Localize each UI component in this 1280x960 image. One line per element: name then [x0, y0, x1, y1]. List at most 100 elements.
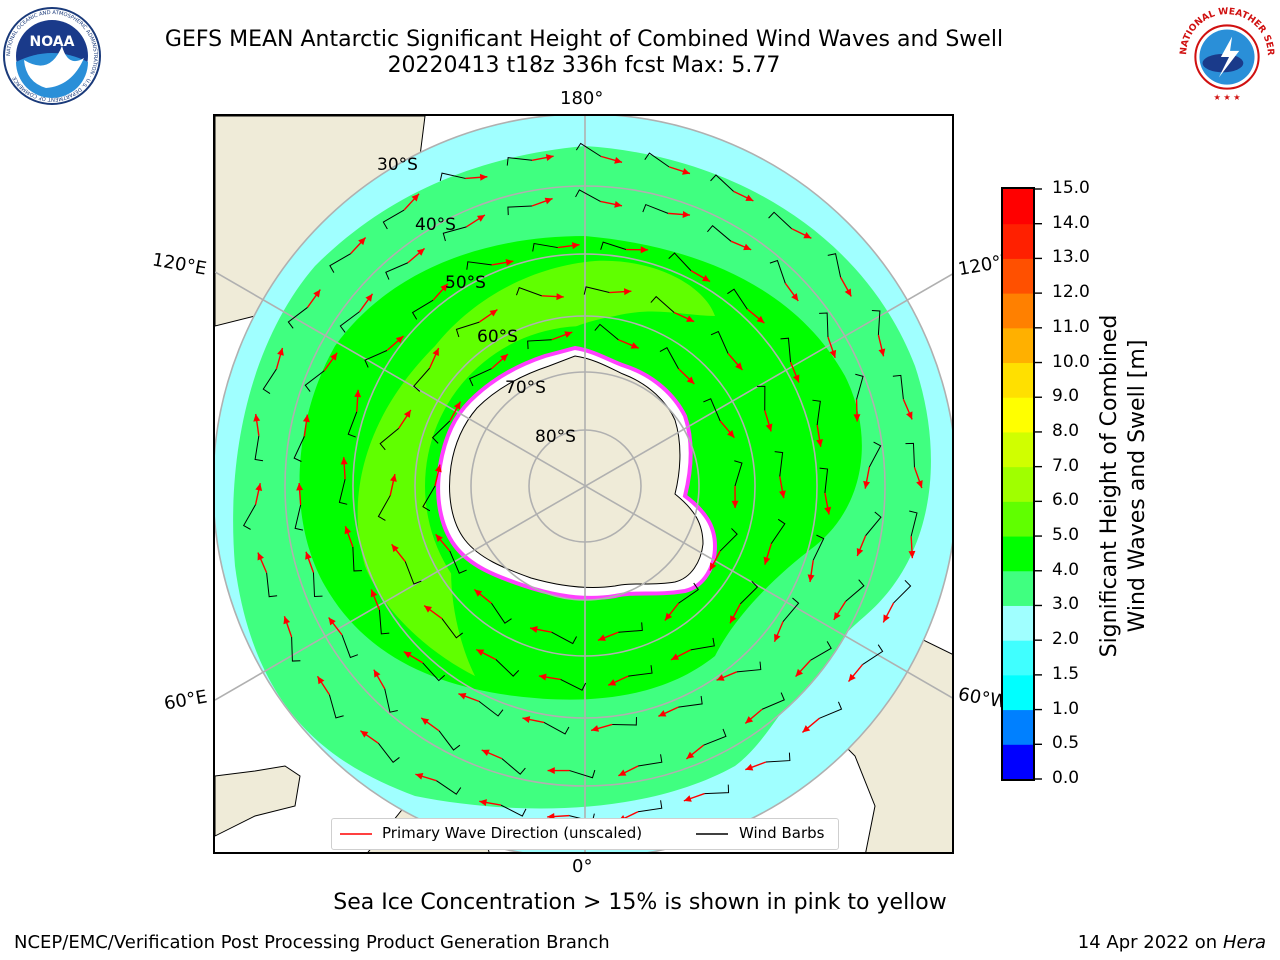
wind-barb: [769, 259, 786, 284]
colorbar-tick-label: 13.0: [1052, 247, 1090, 268]
wind-barb: [382, 209, 405, 230]
wind-barb: [364, 350, 388, 368]
wind-barb: [819, 467, 829, 493]
nws-logo: NATIONAL WEATHER SERVICE ★ ★ ★: [1176, 4, 1276, 103]
colorbar-block: [1003, 327, 1033, 364]
colorbar-tick-label: 15.0: [1052, 178, 1090, 198]
wind-barb: [862, 644, 884, 665]
wave-arrow-head: [729, 615, 737, 624]
wave-direction-legend-icon: [340, 833, 372, 835]
colorbar-label-line2: Wind Waves and Swell [m]: [1125, 340, 1150, 633]
wind-barb: [341, 634, 359, 659]
wave-arrow-head: [435, 534, 443, 543]
wind-barb: [543, 722, 570, 735]
wave-arrow-head: [403, 409, 411, 418]
wave-arrow-head: [658, 710, 667, 717]
wind-barb: [328, 694, 344, 719]
colorbar-block: [1003, 466, 1033, 502]
wind-barb: [768, 211, 792, 230]
wave-arrow-head: [479, 799, 487, 807]
colorbar-tick-label: 14.0: [1052, 212, 1090, 233]
wave-arrow-head: [358, 237, 366, 246]
colorbar-block: [1003, 744, 1033, 780]
colorbar-block: [1003, 709, 1033, 745]
wave-arrow-head: [824, 506, 832, 515]
wind-barb: [385, 262, 409, 280]
wave-arrow-head: [302, 414, 310, 423]
wind-barb: [287, 307, 308, 329]
wind-barb: [612, 717, 637, 726]
wind-barb: [532, 242, 558, 252]
colorbar-block: [1003, 189, 1033, 225]
chart-title: GEFS MEAN Antarctic Significant Height o…: [164, 27, 1004, 52]
wind-barb: [642, 203, 669, 214]
wave-arrow-head: [547, 767, 555, 775]
wind-barb: [329, 253, 351, 273]
colorbar-tick-label: 12.0: [1052, 282, 1090, 303]
wave-arrow-head: [816, 439, 823, 447]
wave-arrow-head: [505, 258, 514, 266]
wind-barb: [468, 368, 492, 387]
wind-barb: [865, 511, 882, 536]
wave-arrow-head: [571, 242, 580, 250]
colorbar-tick-label: 0.0: [1052, 768, 1080, 788]
wave-arrow-head: [479, 173, 488, 181]
footer-host: Hera: [1222, 932, 1266, 953]
wave-arrow-head: [440, 283, 448, 292]
wind-barb: [500, 804, 527, 817]
colorbar: [1001, 187, 1042, 781]
wind-barb: [819, 312, 829, 338]
wind-barb: [739, 580, 759, 605]
wind-barb: [575, 189, 601, 202]
colorbar-tick-label: 5.0: [1052, 525, 1080, 546]
wave-arrow-head: [538, 673, 547, 681]
wind-barb: [650, 295, 675, 313]
wind-barb: [637, 800, 663, 813]
wave-arrow-head: [664, 612, 673, 621]
wave-arrow-head: [682, 168, 690, 175]
wind-barb: [378, 743, 400, 764]
wind-barb: [780, 337, 792, 363]
wave-arrow-head: [745, 716, 754, 724]
colorbar-tick-label: 11.0: [1052, 316, 1090, 337]
wave-arrow-head: [844, 288, 852, 297]
wind-barb: [491, 602, 512, 624]
wave-arrow-head: [544, 197, 553, 205]
wind-barb: [377, 495, 391, 521]
colorbar-block: [1003, 605, 1033, 641]
wind-barb: [600, 241, 627, 251]
noaa-logo-text: NOAA: [30, 34, 75, 50]
colorbar-label: Significant Height of Combined Wind Wave…: [1097, 315, 1150, 658]
wave-direction-legend-label: Primary Wave Direction (unscaled): [382, 824, 643, 842]
wave-arrow-head: [623, 288, 632, 296]
wind-barb: [756, 385, 766, 411]
colorbar-block: [1003, 501, 1033, 537]
wave-arrow-head: [370, 589, 378, 598]
svg-text:★ ★ ★: ★ ★ ★: [1213, 92, 1240, 102]
wind-barb: [765, 752, 791, 763]
wind-barb: [719, 528, 738, 552]
wave-arrow-head: [878, 348, 886, 357]
wave-arrow-head: [829, 349, 837, 358]
wind-barb: [455, 321, 480, 338]
footer-credit: NCEP/EMC/Verification Post Processing Pr…: [14, 932, 610, 953]
wave-arrow-head: [763, 556, 771, 565]
wind-barb: [560, 679, 587, 691]
wave-arrow-head: [686, 751, 695, 759]
wind-barb: [678, 582, 699, 604]
wave-arrow-head: [391, 544, 399, 553]
lat-label-40s: 40°S: [415, 215, 456, 235]
wave-arrow-head: [686, 315, 695, 322]
wave-arrow-head: [354, 389, 362, 398]
wind-barb: [618, 622, 643, 633]
wave-arrow-head: [709, 562, 717, 571]
wave-arrow-head: [564, 331, 573, 338]
wave-arrow-head: [416, 248, 425, 256]
colorbar-tick-label: 8.0: [1052, 420, 1080, 441]
sea-ice-caption: Sea Ice Concentration > 15% is shown in …: [333, 890, 947, 915]
wind-barb: [431, 420, 451, 444]
wind-barb: [242, 504, 256, 530]
wave-arrow-head: [556, 293, 564, 301]
wave-arrow-head: [296, 483, 304, 491]
wave-arrow-head: [545, 154, 554, 161]
